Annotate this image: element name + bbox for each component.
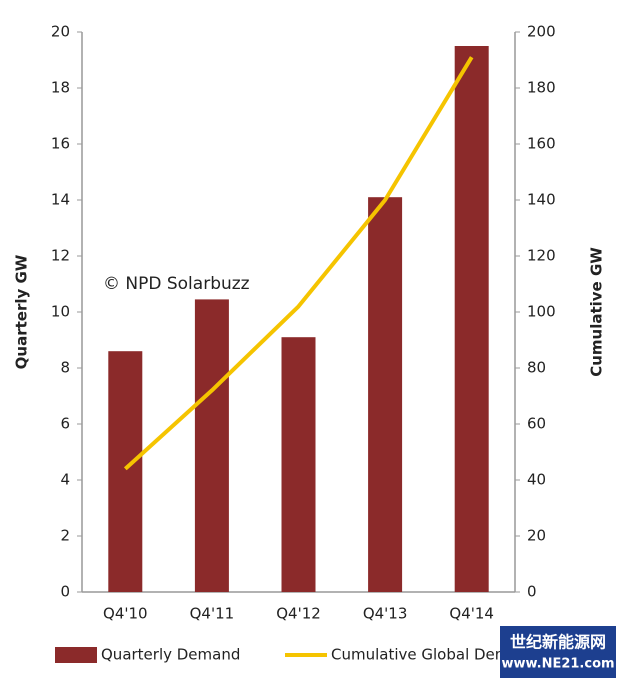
bar xyxy=(368,197,403,592)
y2-tick-label: 160 xyxy=(527,135,556,153)
y2-tick-label: 100 xyxy=(527,303,556,321)
y-tick-label: 16 xyxy=(51,135,70,153)
bar xyxy=(194,299,229,592)
legend-label: Quarterly Demand xyxy=(101,646,240,664)
watermark-url: www.NE21.com xyxy=(501,657,614,672)
y-tick-label: 0 xyxy=(60,583,70,601)
watermark: 世纪新能源网 www.NE21.com xyxy=(500,626,616,678)
x-tick-label: Q4'10 xyxy=(103,605,148,623)
y-tick-label: 6 xyxy=(60,415,70,433)
y-tick-label: 4 xyxy=(60,471,70,489)
y2-tick-label: 0 xyxy=(527,583,537,601)
y-tick-label: 20 xyxy=(51,23,70,41)
x-tick-label: Q4'12 xyxy=(276,605,321,623)
bar xyxy=(281,337,316,592)
x-tick-label: Q4'11 xyxy=(190,605,235,623)
y2-tick-label: 200 xyxy=(527,23,556,41)
y2-tick-label: 120 xyxy=(527,247,556,265)
watermark-box xyxy=(500,626,616,678)
bar xyxy=(108,351,143,592)
y-axis-label: Quarterly GW xyxy=(13,254,31,369)
y-tick-label: 12 xyxy=(51,247,70,265)
y2-tick-label: 40 xyxy=(527,471,546,489)
annotation: © NPD Solarbuzz xyxy=(103,274,250,294)
y-tick-label: 2 xyxy=(60,527,70,545)
y2-tick-label: 80 xyxy=(527,359,546,377)
y2-tick-label: 60 xyxy=(527,415,546,433)
y2-tick-label: 20 xyxy=(527,527,546,545)
line xyxy=(123,56,474,471)
y2-axis-label: Cumulative GW xyxy=(588,247,606,377)
y2-tick-label: 180 xyxy=(527,79,556,97)
legend: Quarterly Demand Cumulative Global Demand xyxy=(55,646,538,664)
x-tick-label: Q4'13 xyxy=(363,605,408,623)
y-tick-label: 18 xyxy=(51,79,70,97)
y-tick-label: 10 xyxy=(51,303,70,321)
x-tick-label: Q4'14 xyxy=(449,605,494,623)
legend-label: Cumulative Global Demand xyxy=(331,646,538,664)
y-tick-label: 14 xyxy=(51,191,70,209)
legend-swatch xyxy=(55,647,97,663)
bar xyxy=(454,46,489,592)
y-tick-label: 8 xyxy=(60,359,70,377)
watermark-title: 世纪新能源网 xyxy=(510,633,606,652)
y2-tick-label: 140 xyxy=(527,191,556,209)
